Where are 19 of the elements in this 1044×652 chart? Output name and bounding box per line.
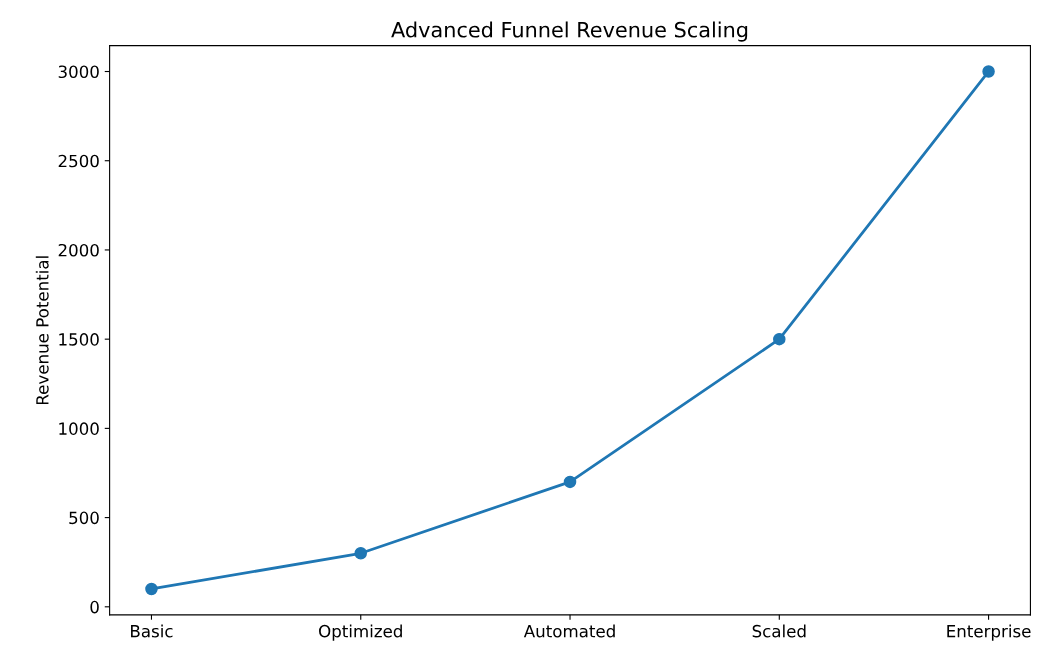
y-tick-label: 2500 — [58, 154, 99, 168]
x-tick-label: Optimized — [319, 624, 402, 641]
y-tick-label: 0 — [90, 600, 99, 614]
y-tick-label: 2000 — [58, 243, 99, 257]
y-tick-label: 500 — [69, 511, 99, 525]
x-tick-label: Basic — [131, 624, 173, 638]
y-tick-label: 1500 — [59, 333, 99, 346]
point — [563, 475, 577, 489]
point — [145, 582, 158, 596]
point — [773, 332, 786, 346]
point — [982, 65, 995, 78]
chart-title: Advanced Funnel Revenue Scaling — [391, 21, 748, 42]
point — [354, 547, 368, 560]
x-tick-label: Scaled — [752, 624, 806, 638]
y-tick-label: 1000 — [59, 422, 99, 435]
y-axis-title: Revenue Potential — [35, 256, 49, 405]
x-tick-label: Enterprise — [947, 624, 1031, 641]
x-tick-label: Automated — [523, 624, 615, 638]
y-tick-label: 3000 — [58, 65, 99, 79]
